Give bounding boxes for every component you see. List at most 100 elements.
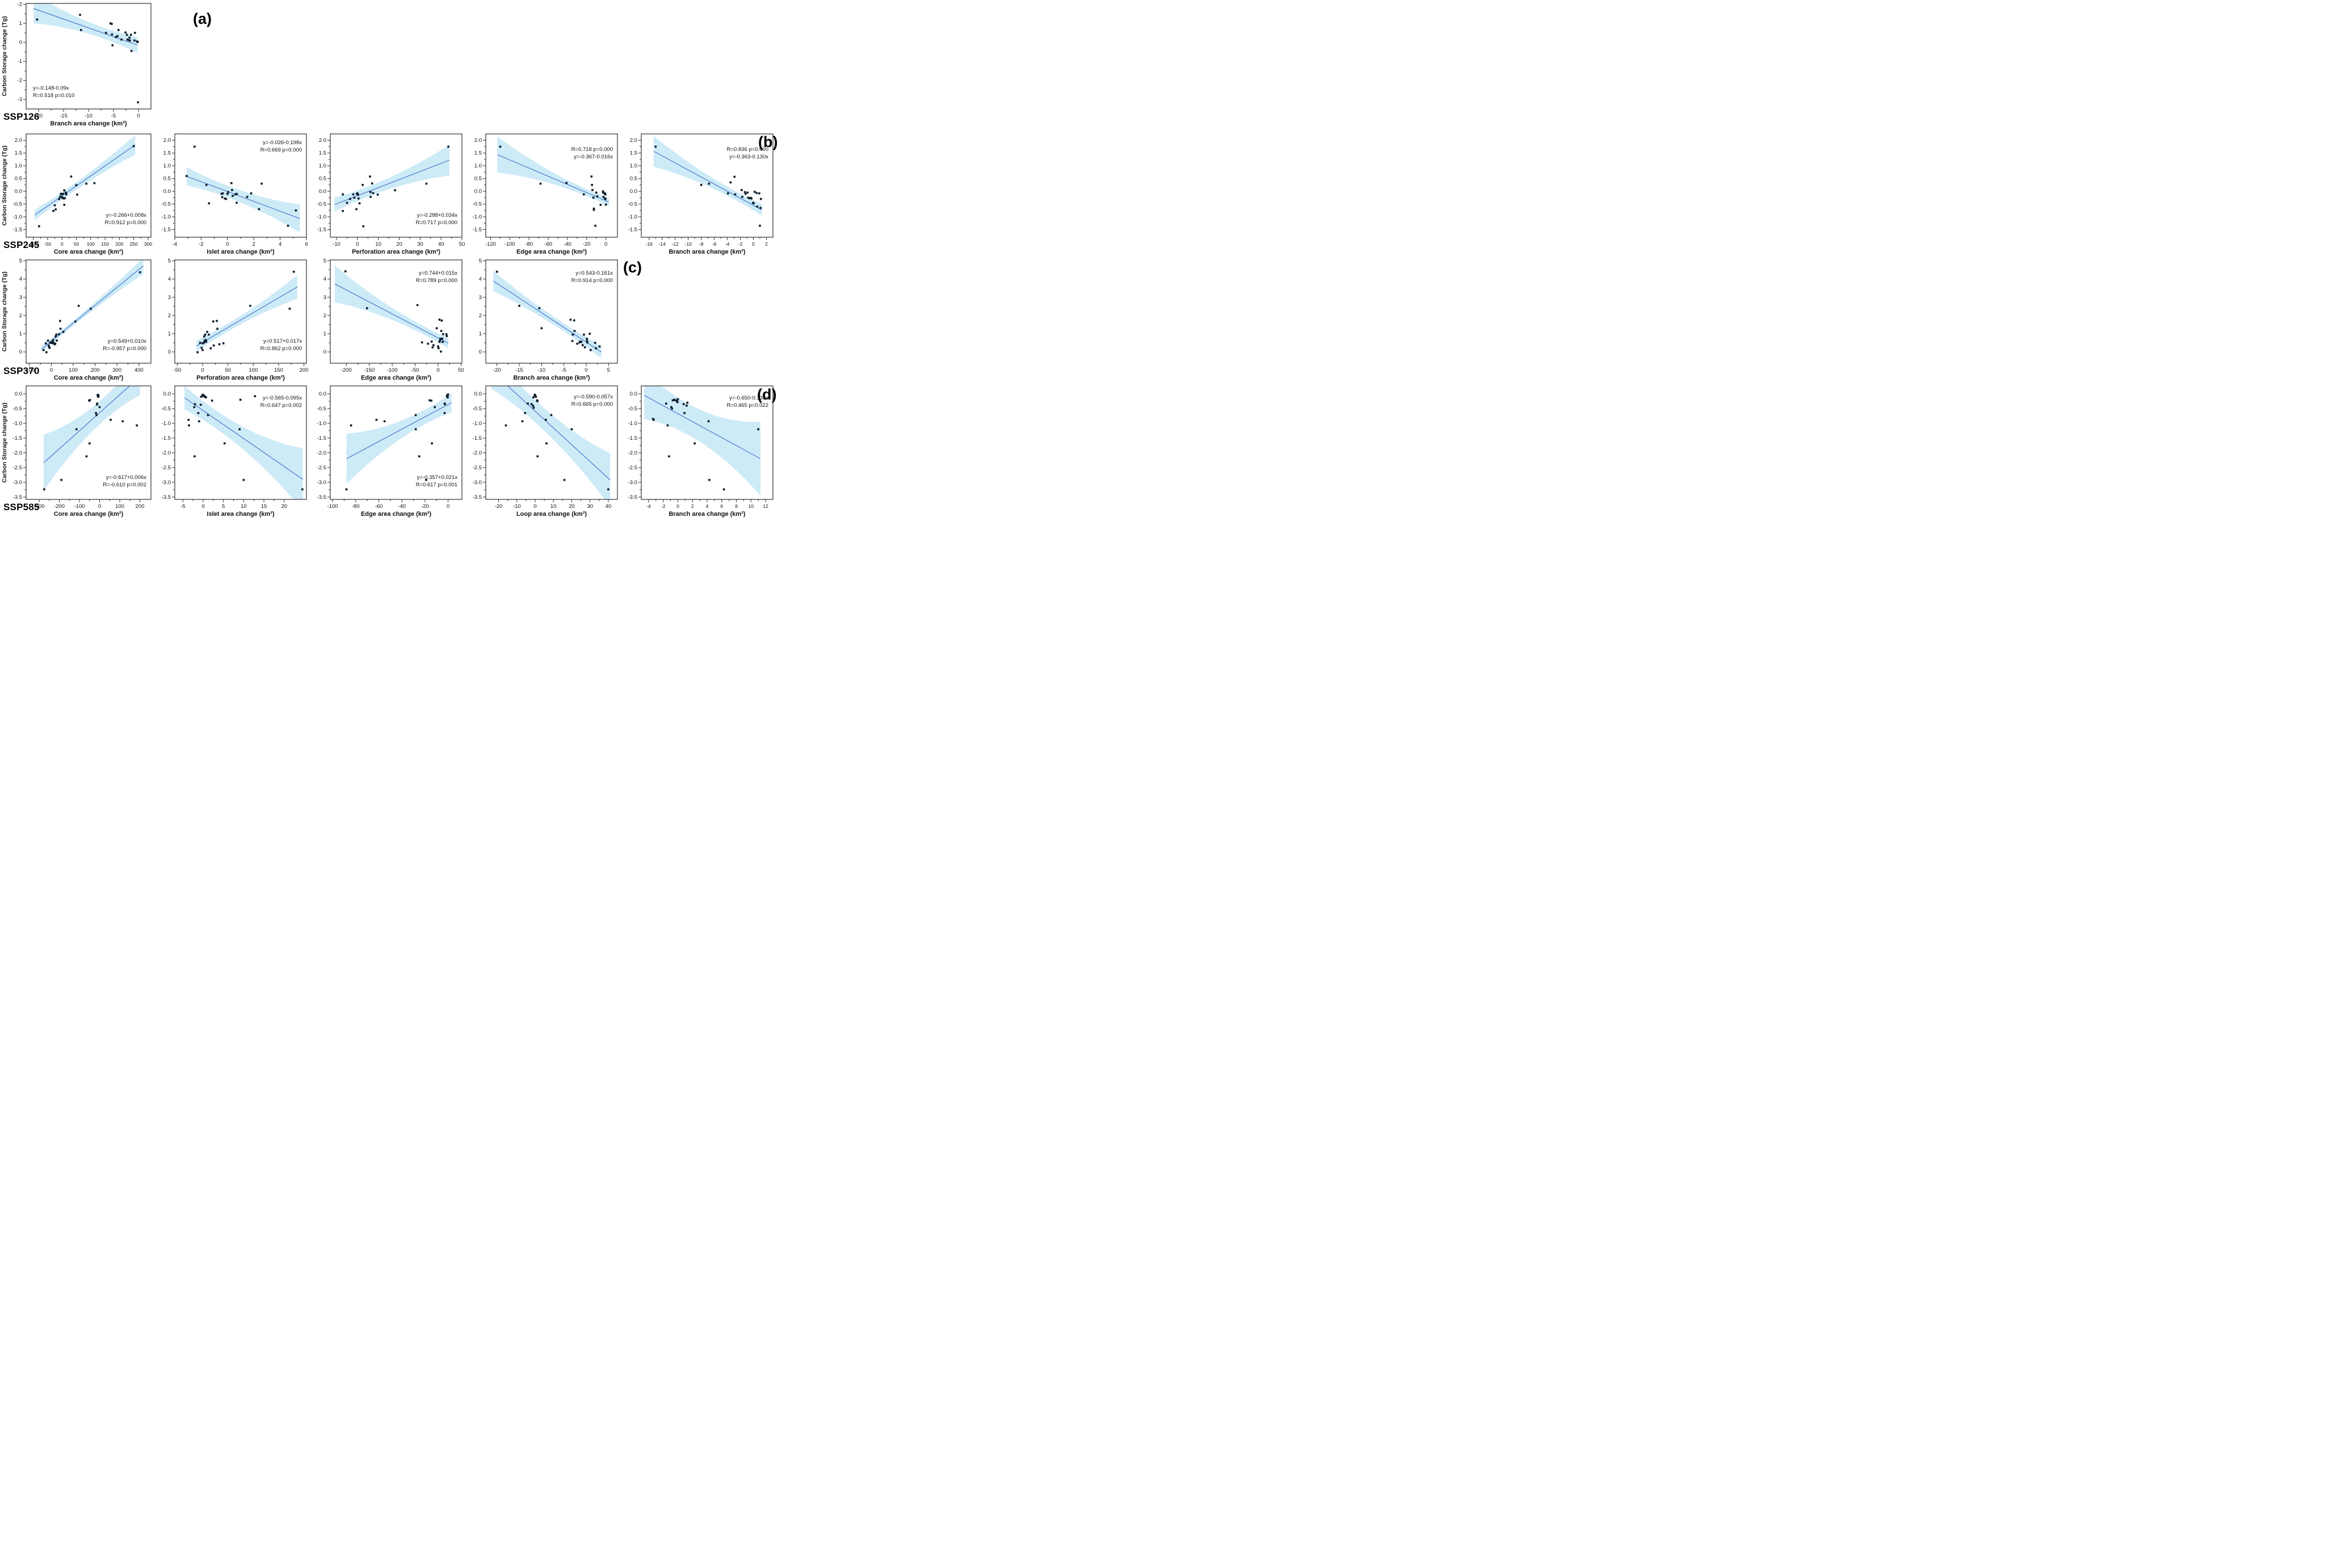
axis-ticks	[483, 260, 609, 366]
svg-text:4: 4	[19, 276, 22, 283]
svg-text:-100: -100	[74, 503, 85, 510]
svg-text:-1.0: -1.0	[13, 214, 22, 220]
axis-ticks	[23, 393, 140, 502]
scatter-plot-ssp245-islet-area-change-km: -4 -2 0 2 4 6 2.0 1.5 1.0 0.5 0.0 -0.5 -1.0 -1.5 Islet…	[162, 133, 308, 255]
svg-text:3: 3	[19, 295, 22, 301]
svg-text:-1.5: -1.5	[473, 227, 482, 233]
svg-text:-2: -2	[661, 503, 666, 509]
confidence-band	[196, 275, 297, 352]
row-label-ssp585: SSP585	[3, 502, 40, 512]
svg-text:40: 40	[438, 241, 444, 247]
svg-text:y=-0.367-0.016x: y=-0.367-0.016x	[574, 154, 613, 160]
data-points	[43, 271, 141, 354]
svg-text:10: 10	[375, 241, 381, 247]
svg-text:-0.5: -0.5	[473, 406, 482, 412]
svg-text:-2.0: -2.0	[473, 450, 482, 456]
plot-cell-ssp370-perforation-area-change-km: -50 0 50 100 150 200 0 1 2 3 4 5 Perforation area ch…	[155, 257, 311, 385]
svg-text:0.0: 0.0	[15, 188, 22, 195]
axis-ticks	[23, 4, 139, 112]
fit-annotation: y=0.517+0.017x R=0.862 p=0.000	[260, 338, 302, 352]
confidence-band	[186, 167, 300, 233]
svg-text:200: 200	[115, 241, 123, 247]
svg-text:100: 100	[87, 241, 95, 247]
svg-text:4: 4	[323, 276, 326, 283]
svg-text:1.0: 1.0	[163, 163, 171, 169]
svg-text:R=-0.610 p=0.002: R=-0.610 p=0.002	[103, 482, 146, 488]
svg-text:1.5: 1.5	[163, 150, 171, 157]
svg-text:-2.5: -2.5	[13, 465, 22, 471]
regression-line	[334, 283, 449, 344]
svg-text:0: 0	[19, 349, 22, 355]
svg-text:3: 3	[323, 295, 326, 301]
svg-text:150: 150	[101, 241, 109, 247]
x-axis-title: Branch area change (km²)	[669, 249, 745, 255]
confidence-band	[334, 145, 449, 212]
svg-text:-2.5: -2.5	[628, 465, 637, 471]
svg-text:R=-0.957 p=0.000: R=-0.957 p=0.000	[103, 346, 146, 352]
axis-tick-labels: -100 -80 -60 -40 -20 0 0.0 -0.5 -1.0 -1.5 -2.0 -2.5…	[317, 391, 450, 510]
scatter-plot-ssp585-islet-area-change-km: -5 0 5 10 15 20 0.0 -0.5 -1.0 -1.5 -2.0 -2.5 -3.0 -3.…	[162, 385, 307, 518]
svg-text:0: 0	[168, 349, 171, 355]
x-axis-title: Edge area change (km²)	[361, 375, 431, 381]
x-axis-title: Islet area change (km²)	[207, 249, 275, 255]
svg-text:0: 0	[752, 241, 755, 247]
svg-text:1.0: 1.0	[319, 163, 326, 169]
svg-text:20: 20	[396, 241, 402, 247]
regression-line	[33, 8, 138, 45]
svg-text:-10: -10	[333, 241, 341, 247]
svg-text:R=0.617 p=0.001: R=0.617 p=0.001	[416, 482, 457, 488]
axis-ticks	[172, 393, 285, 502]
svg-text:-2.5: -2.5	[317, 465, 326, 471]
svg-text:0.0: 0.0	[163, 188, 171, 195]
svg-text:-10: -10	[685, 241, 692, 247]
svg-text:0.0: 0.0	[15, 391, 22, 397]
scatter-plot-ssp245-perforation-area-change-km: -10 0 10 20 30 40 50 2.0 1.5 1.0 0.5 0.0 -0.5 -1.0 -1.…	[317, 133, 465, 255]
svg-text:-60: -60	[544, 241, 552, 247]
axis-tick-labels: -100 -50 0 50 100 150 200 250 300 2.0 1.5 1.0 0.5 0.0…	[13, 137, 153, 247]
svg-text:-3.0: -3.0	[13, 480, 22, 486]
svg-text:1: 1	[479, 331, 482, 337]
svg-text:0: 0	[201, 367, 204, 373]
svg-text:y=-0.148-0.09x: y=-0.148-0.09x	[33, 85, 69, 91]
x-axis-title: Core area change (km²)	[54, 511, 124, 518]
svg-text:-1.0: -1.0	[473, 214, 482, 220]
regression-line	[196, 287, 298, 346]
data-points	[36, 14, 139, 104]
y-axis-title: Carbon Storage change (Tg)	[1, 271, 8, 351]
axis-ticks	[172, 140, 307, 240]
svg-text:-4: -4	[173, 241, 177, 247]
svg-text:2.0: 2.0	[474, 137, 482, 144]
regression-line	[34, 144, 136, 216]
svg-text:R=0.914 p=0.000: R=0.914 p=0.000	[571, 278, 613, 284]
svg-text:-5: -5	[180, 503, 185, 510]
axis-ticks	[638, 393, 766, 502]
svg-text:0: 0	[323, 349, 326, 355]
svg-text:5: 5	[222, 503, 225, 510]
svg-text:30: 30	[587, 503, 593, 510]
svg-text:2: 2	[168, 313, 171, 319]
svg-text:-10: -10	[513, 503, 521, 510]
carbon-storage-scatter-figure: SSP126 SSP245 SSP370 SSP585 (a) (b) (c) …	[0, 0, 777, 523]
data-points	[499, 145, 607, 227]
x-axis-title: Perforation area change (km²)	[196, 375, 285, 381]
scatter-plot-ssp370-branch-area-change-km: -20 -15 -10 -5 0 5 0 1 2 3 4 5 Branch area change (k…	[479, 258, 618, 381]
svg-text:-3.0: -3.0	[317, 480, 326, 486]
svg-text:-0.5: -0.5	[628, 201, 637, 208]
regression-line	[493, 280, 602, 352]
svg-text:0: 0	[533, 503, 536, 510]
plot-cell-ssp585-branch-area-change-km: -4 -2 0 2 4 6 8 10 12 0.0 -0.5 -1.0 -1.5 -2.0 -2.5 -3.0…	[622, 382, 777, 522]
svg-text:y=-0.565-0.095x: y=-0.565-0.095x	[263, 395, 302, 401]
svg-text:-0.5: -0.5	[162, 201, 171, 208]
svg-text:-1.5: -1.5	[317, 435, 326, 442]
svg-text:0.5: 0.5	[15, 176, 22, 182]
svg-text:-1.5: -1.5	[162, 435, 171, 442]
svg-text:-1.0: -1.0	[628, 214, 637, 220]
scatter-plot-ssp585-branch-area-change-km: -4 -2 0 2 4 6 8 10 12 0.0 -0.5 -1.0 -1.5 -2.0 -2.5 -3.0…	[628, 385, 774, 518]
fit-annotation: y=-0.148-0.09x R=0.518 p=0.010	[33, 85, 74, 99]
y-axis-title: Carbon Storage change (Tg)	[1, 145, 8, 225]
svg-text:-2.0: -2.0	[317, 450, 326, 456]
scatter-plot-ssp245-branch-area-change-km: -16 -14 -12 -10 -8 -6 -4 -2 0 2 2.0 1.5 1.0 0.5 0.0 -0.…	[628, 133, 774, 255]
svg-text:5: 5	[323, 258, 326, 264]
data-points	[37, 145, 135, 228]
